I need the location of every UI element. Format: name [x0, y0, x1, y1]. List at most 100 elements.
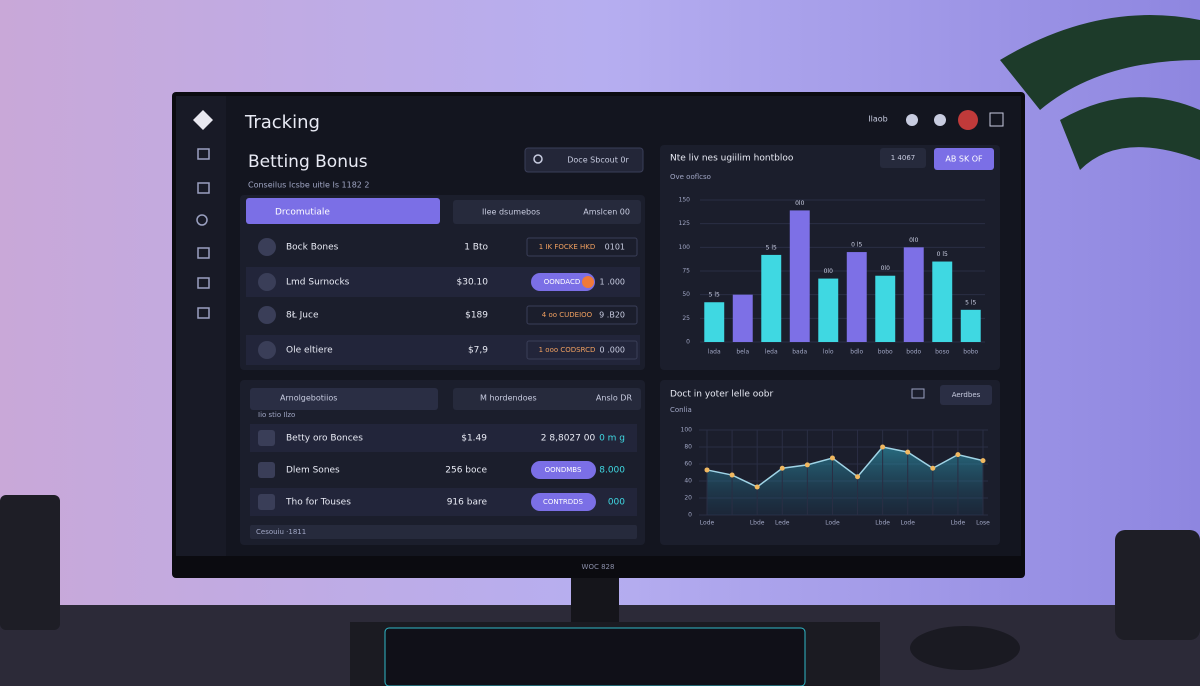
row-badge: OONDMBS	[545, 466, 582, 474]
mouse	[910, 626, 1020, 670]
badge-pill[interactable]	[531, 493, 596, 511]
y-tick-label: 80	[684, 444, 692, 451]
tab-label: Arnolgebotiios	[280, 394, 337, 403]
y-tick-label: 125	[679, 220, 691, 227]
nav-icon[interactable]	[197, 277, 210, 289]
search-box[interactable]	[524, 147, 644, 173]
tab[interactable]	[453, 388, 641, 410]
bar	[761, 254, 782, 342]
bar	[789, 210, 810, 342]
x-tick-label: bobo	[963, 349, 978, 356]
badge-pill[interactable]	[531, 461, 596, 479]
row-band	[246, 335, 640, 365]
point	[779, 465, 785, 471]
search-text: Doce Sbcout 0r	[567, 156, 629, 165]
tab[interactable]	[453, 200, 641, 224]
nav-icon[interactable]	[197, 148, 210, 160]
x-tick-label: Lode	[700, 520, 715, 527]
y-tick-label: 25	[682, 315, 690, 322]
row-amount: $30.10	[457, 278, 489, 288]
point	[855, 474, 861, 480]
row-icon	[258, 273, 276, 291]
x-tick-label: lada	[708, 349, 721, 356]
tab-label: Amslcen 00	[583, 208, 630, 217]
y-tick-label: 20	[684, 495, 692, 502]
logo	[193, 110, 213, 130]
row-badge: OONDACD	[544, 278, 580, 286]
point	[804, 462, 810, 468]
button-label: Aerdbes	[952, 391, 981, 399]
window-icon[interactable]	[989, 112, 1004, 127]
row-icon	[258, 462, 275, 478]
x-tick-label: boso	[935, 349, 950, 356]
bar-value-label: 0l0	[909, 237, 918, 244]
keyboard	[384, 627, 806, 686]
y-tick-label: 100	[681, 427, 693, 434]
location-icon[interactable]	[906, 114, 918, 126]
x-tick-label: bdlo	[850, 349, 863, 356]
row-name: Bock Bones	[286, 243, 339, 253]
row-icon	[258, 238, 276, 256]
row-badge: 2 8,8027 00	[541, 434, 596, 444]
x-tick-label: leda	[765, 349, 778, 356]
search-icon[interactable]	[533, 154, 543, 164]
row-value: 8.000	[599, 466, 625, 476]
settings-icon[interactable]	[934, 114, 946, 126]
nav-icon[interactable]	[197, 307, 210, 319]
y-tick-label: 60	[684, 461, 692, 468]
footer-bar	[250, 525, 637, 539]
mug	[1115, 530, 1200, 640]
chip-label: 1 4067	[891, 154, 916, 162]
x-tick-label: Lode	[825, 520, 840, 527]
page-title: Betting Bonus	[248, 152, 368, 172]
chart-title: Nte liv nes ugiilim hontbloo	[670, 154, 794, 164]
bar-value-label: 0 l5	[937, 251, 948, 258]
chart-subtitle: Ove ooflcso	[670, 173, 711, 181]
point	[905, 449, 911, 455]
avatar[interactable]	[958, 110, 978, 130]
row-icon	[258, 306, 276, 324]
point	[930, 465, 936, 471]
badge-pill[interactable]	[531, 273, 595, 291]
tab-label: Drcomutiale	[275, 208, 330, 218]
bar	[704, 302, 725, 342]
x-tick-label: bada	[792, 349, 807, 356]
badge-box	[526, 237, 638, 257]
tab-active[interactable]	[246, 198, 440, 224]
tab-active[interactable]	[250, 388, 438, 410]
button[interactable]	[934, 148, 994, 170]
nav-icon[interactable]	[197, 247, 210, 259]
point	[729, 472, 735, 478]
chip[interactable]	[880, 148, 926, 168]
x-tick-label: lolo	[823, 349, 834, 356]
bar	[846, 252, 867, 342]
button[interactable]	[940, 385, 992, 405]
badge-box	[526, 305, 638, 325]
bar	[960, 309, 981, 342]
row-name: Dlem Sones	[286, 466, 340, 476]
nav-icon[interactable]	[197, 182, 210, 194]
nav-icon[interactable]	[196, 214, 208, 226]
row-band	[250, 424, 637, 452]
bar	[732, 294, 753, 342]
tab-label: Anslo DR	[596, 394, 633, 403]
x-tick-label: Lbde	[875, 520, 890, 527]
x-tick-label: Lode	[901, 520, 916, 527]
caption: Iio stio Ilzo	[258, 411, 295, 419]
badge-dot	[582, 276, 594, 288]
row-value: 0 .000	[600, 346, 625, 355]
chart-title: Doct in yoter lelle oobr	[670, 390, 773, 400]
row-value: 000	[608, 498, 625, 508]
area	[707, 447, 983, 515]
monitor-stand	[571, 578, 619, 626]
bar-value-label: 0l0	[795, 200, 804, 207]
x-tick-label: Lede	[775, 520, 790, 527]
x-tick-label: Lbde	[750, 520, 765, 527]
point	[704, 467, 710, 473]
row-name: Lmd Surnocks	[286, 278, 350, 288]
row-badge: 4 oo CUDEIOO	[542, 311, 593, 319]
row-name: Tho for Touses	[285, 498, 351, 508]
row-name: Ole eltiere	[286, 346, 333, 356]
row-amount: 256 boce	[445, 466, 487, 476]
